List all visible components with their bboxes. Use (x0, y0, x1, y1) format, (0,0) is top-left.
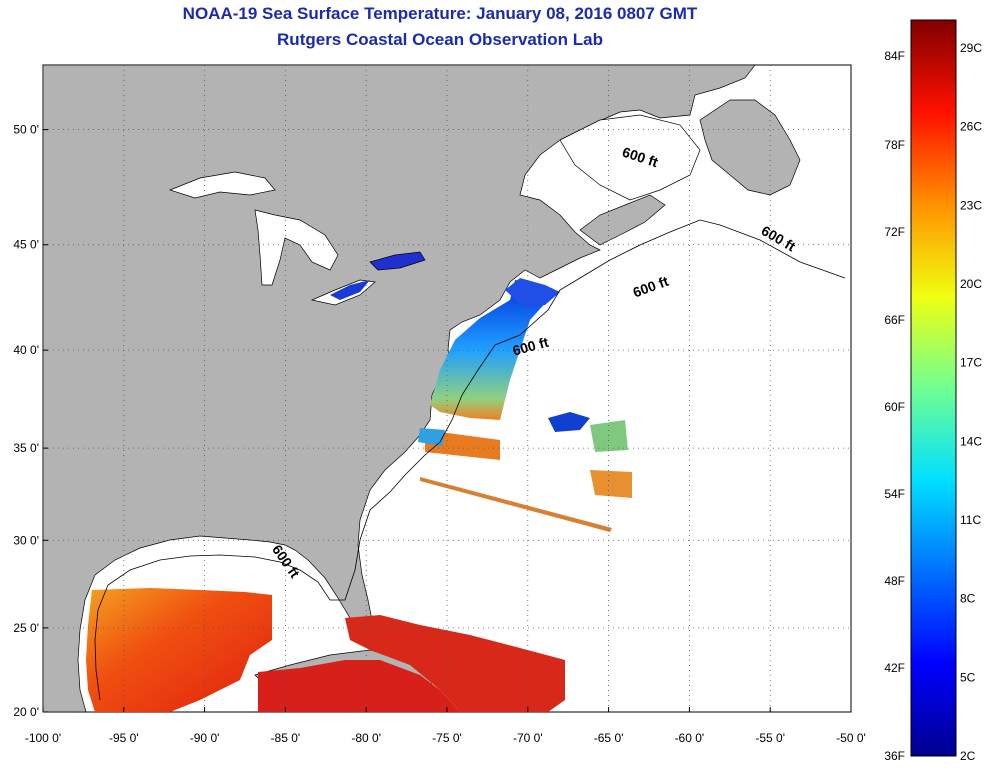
lake-superior (168, 171, 276, 199)
colorbar-f-label: 84F (884, 49, 905, 63)
colorbar-fahrenheit-labels: 84F 78F 72F 66F 60F 54F 48F 42F 36F (884, 49, 905, 763)
lake-michigan-huron (254, 209, 339, 286)
lon-tick-label: -80 0' (351, 731, 381, 745)
map-subtitle: Rutgers Coastal Ocean Observation Lab (277, 30, 603, 49)
sst-atlantic-south (345, 615, 565, 712)
lat-tick-label: 50 0' (13, 123, 39, 137)
sst-gulf-maine (505, 278, 560, 308)
sst-offshore-1 (548, 412, 590, 432)
lake-ontario (369, 251, 426, 271)
land-north-america (43, 65, 756, 712)
colorbar-c-label: 29C (960, 41, 982, 55)
colorbar-f-label: 42F (884, 661, 905, 675)
sst-stripe-2 (420, 477, 612, 532)
map-title: NOAA-19 Sea Surface Temperature: January… (182, 4, 698, 23)
lon-tick-label: -65 0' (594, 731, 624, 745)
colorbar-c-label: 8C (960, 592, 976, 606)
colorbar-c-label: 17C (960, 356, 982, 370)
lat-tick-label: 25 0' (13, 621, 39, 635)
lat-tick-label: 30 0' (13, 533, 39, 547)
sst-stripe-1 (425, 430, 500, 460)
sst-gulf-mexico (86, 588, 272, 712)
lon-tick-label: -55 0' (755, 731, 785, 745)
gulf-st-lawrence (559, 114, 701, 201)
lon-tick-label: -90 0' (190, 731, 220, 745)
sst-caribbean (258, 660, 460, 712)
colorbar-c-label: 11C (960, 513, 981, 527)
colorbar-f-label: 60F (884, 400, 905, 414)
lon-tick-label: -100 0' (25, 731, 61, 745)
lat-tick-label: 40 0' (13, 343, 39, 357)
sst-offshore-3 (590, 470, 632, 498)
contour-600ft (94, 219, 846, 701)
map-axes: -100 0' -95 0' -90 0' -85 0' -80 0' -75 0' -70… (13, 123, 865, 745)
lon-tick-label: -50 0' (836, 731, 866, 745)
colorbar-c-label: 5C (960, 670, 976, 684)
lon-tick-label: -95 0' (109, 731, 139, 745)
lon-tick-label: -70 0' (513, 731, 543, 745)
lake-erie-sst (330, 280, 370, 300)
colorbar-f-label: 72F (884, 225, 905, 239)
sst-stripe-1b (418, 428, 445, 446)
land-nova-scotia (579, 194, 666, 246)
colorbar-f-label: 48F (884, 574, 905, 588)
land-newfoundland (699, 99, 801, 196)
colorbar-c-label: 26C (960, 120, 982, 134)
colorbar-c-label: 20C (960, 277, 982, 291)
colorbar-f-label: 78F (884, 138, 905, 152)
colorbar-f-label: 36F (884, 749, 905, 763)
colorbar-celsius-labels: 29C 26C 23C 20C 17C 14C 11C 8C 5C 2C (960, 41, 982, 763)
colorbar-c-label: 14C (960, 434, 982, 448)
colorbar-f-label: 66F (884, 313, 905, 327)
lon-tick-label: -60 0' (675, 731, 705, 745)
colorbar-c-label: 2C (960, 749, 976, 763)
colorbar: 84F 78F 72F 66F 60F 54F 48F 42F 36F 29C 26C 23C 20C… (884, 19, 982, 763)
colorbar-c-label: 23C (960, 198, 982, 212)
sst-offshore-2 (590, 420, 628, 452)
lon-tick-label: -85 0' (271, 731, 301, 745)
lat-tick-label: 20 0' (13, 705, 39, 719)
colorbar-gradient (910, 19, 957, 757)
map-content: 600 ft 600 ft 600 ft 600 ft 600 ft (43, 65, 851, 712)
lat-tick-label: 45 0' (13, 238, 39, 252)
lat-tick-label: 35 0' (13, 441, 39, 455)
lon-tick-label: -75 0' (432, 731, 462, 745)
colorbar-f-label: 54F (884, 487, 905, 501)
